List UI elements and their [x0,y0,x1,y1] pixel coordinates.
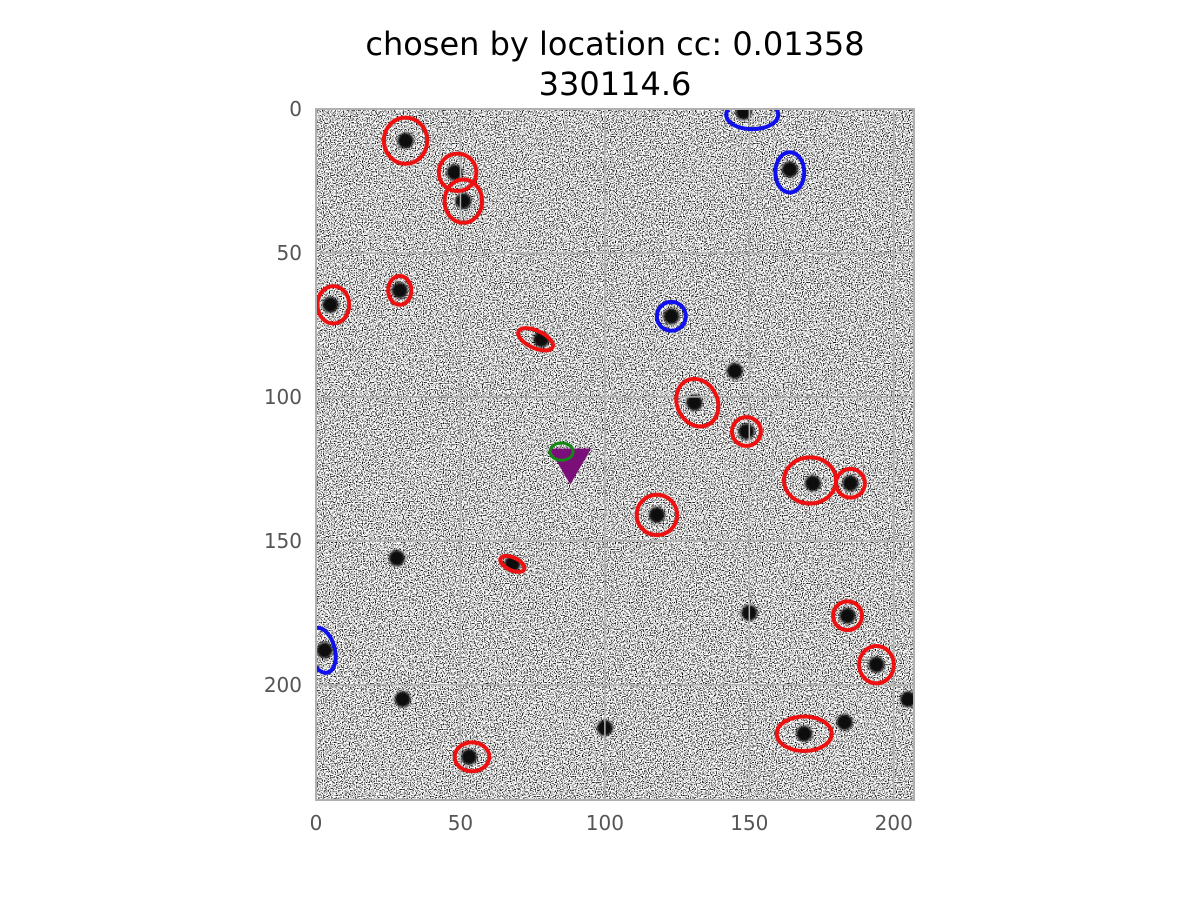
star-blob [735,109,752,120]
star-blob [663,308,680,325]
y-tick-label: 100 [264,385,302,409]
source-ellipse-red [436,151,479,194]
figure-title-line-2: 330114.6 [539,65,692,103]
star-blob [726,363,743,380]
source-ellipse-red [674,376,721,429]
plot-frame [315,108,915,801]
star-blob [316,642,333,659]
star-blob [796,725,813,742]
source-ellipse-red [386,273,414,307]
star-blob [868,656,885,673]
x-tick-label: 150 [730,811,768,835]
star-blob [781,161,798,178]
x-tick-label: 200 [875,811,913,835]
source-ellipse-red [774,714,834,754]
source-ellipse-blue [724,109,781,132]
y-tick-label: 200 [264,673,302,697]
source-ellipse-red [834,466,867,500]
x-tick-label: 0 [310,811,323,835]
x-axis: 0 50 100 150 200 [310,811,913,835]
source-ellipse-red [381,115,430,166]
source-ellipse-blue [316,625,338,675]
star-blob [388,550,405,567]
star-blob [461,748,478,765]
star-blob [322,296,339,313]
star-blob [648,506,665,523]
star-blob [397,132,414,149]
star-blob [394,691,411,708]
source-ellipse-red [442,177,485,225]
source-ellipse-red [730,415,763,448]
source-ellipse-red [634,492,680,538]
source-ellipse-red [857,643,896,686]
target-ellipse-green [548,441,575,462]
source-ellipse-red [452,740,492,774]
star-blob [839,607,856,624]
star-blob [446,164,463,181]
star-blobs [316,109,914,765]
star-blob [391,282,408,299]
plot-area [315,108,915,801]
source-ellipse-red [316,284,352,326]
star-blob [842,475,859,492]
source-ellipse-red [516,326,555,353]
source-ellipse-blue [654,299,688,333]
y-tick-label: 150 [264,529,302,553]
star-blob [455,193,472,210]
star-blob [738,423,755,440]
figure-title-line-1: chosen by location cc: 0.01358 [365,25,864,63]
target-triangle-marker [549,448,592,485]
source-annotations [316,109,896,774]
x-tick-label: 100 [586,811,624,835]
source-ellipse-red [831,599,864,633]
y-axis: 0 50 100 150 200 [264,97,302,697]
source-ellipse-blue [773,150,807,195]
x-tick-label: 50 [448,811,473,835]
star-blob [900,691,914,708]
y-tick-label: 50 [277,241,302,265]
star-blob [804,475,821,492]
star-blob [686,394,703,411]
source-ellipse-red [498,553,527,574]
y-tick-label: 0 [289,97,302,121]
star-blob [836,714,853,731]
